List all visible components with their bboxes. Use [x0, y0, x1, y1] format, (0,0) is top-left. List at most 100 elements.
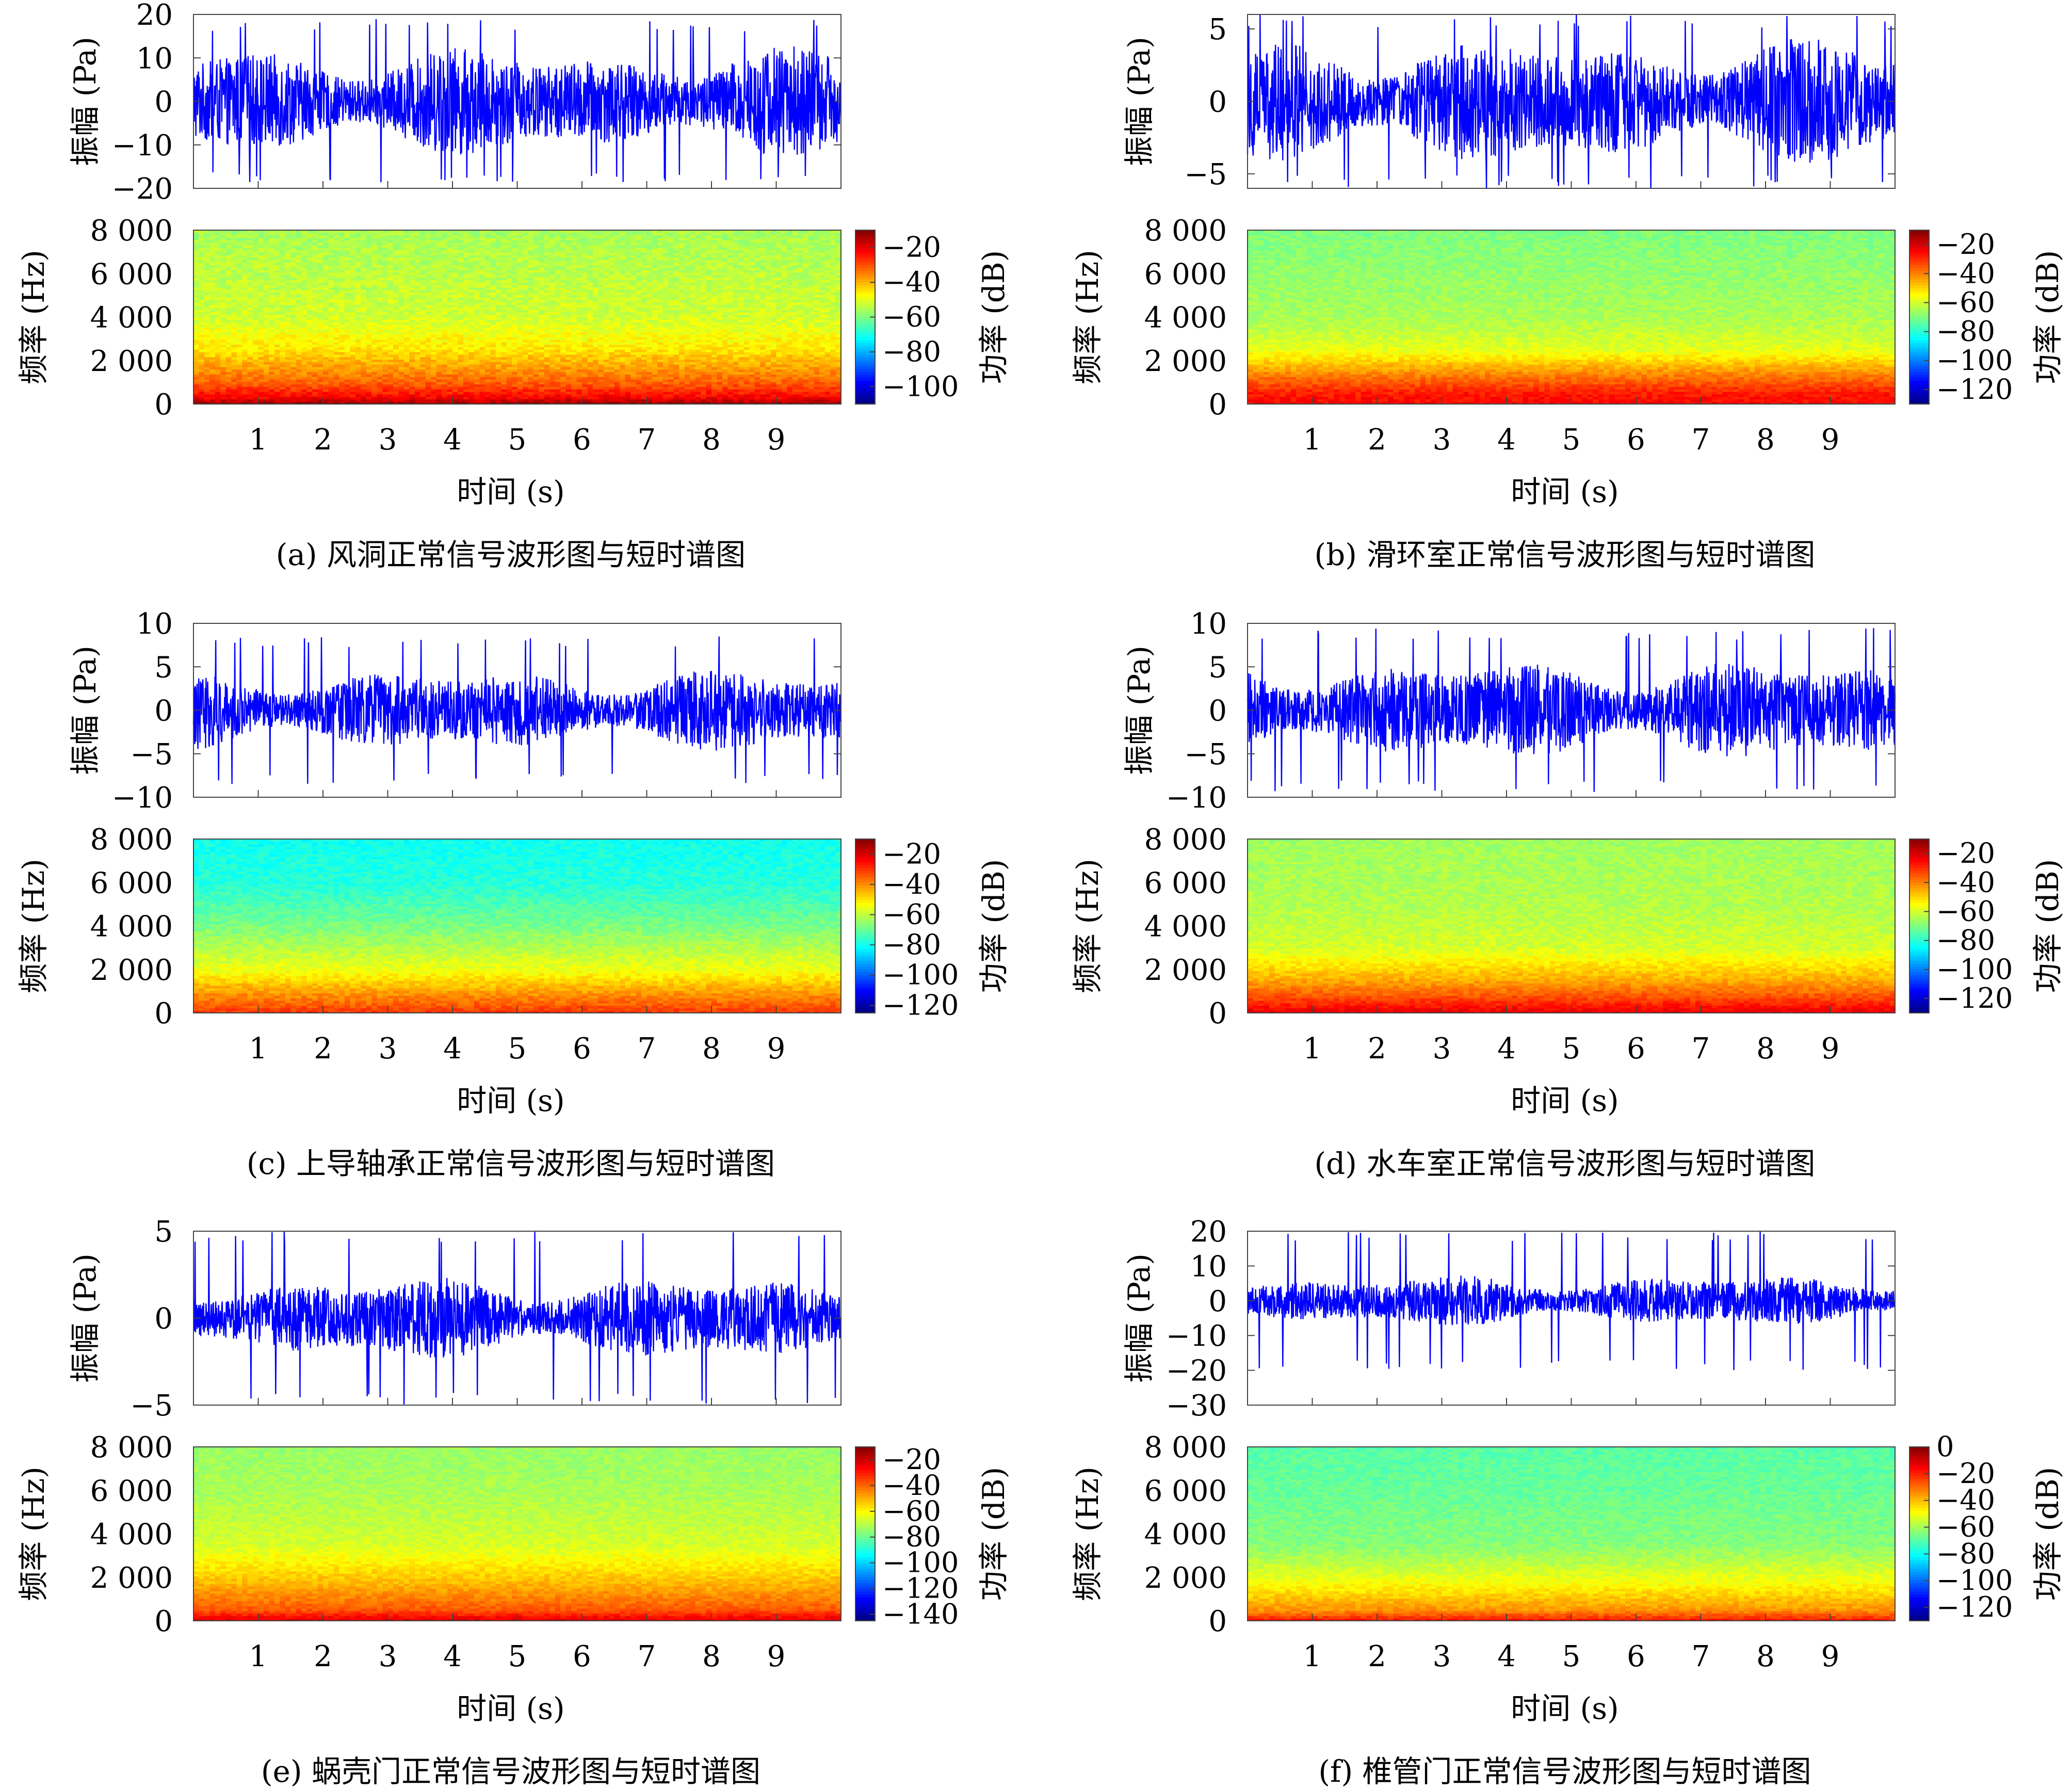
spectrogram-cell	[663, 399, 669, 401]
spectrogram-cell	[749, 334, 755, 337]
spectrogram-cell	[760, 379, 766, 382]
spectrogram-cell	[371, 315, 377, 317]
spectrogram-cell	[798, 315, 803, 317]
spectrogram-cell	[749, 332, 755, 334]
spectrogram-cell	[830, 384, 836, 386]
spectrogram-cell	[836, 319, 841, 322]
spectrogram-cell	[604, 344, 609, 347]
spectrogram-cell	[345, 354, 350, 357]
spectrogram-cell	[652, 399, 658, 401]
spectrogram-cell	[355, 342, 361, 345]
spectrogram-cell	[679, 344, 685, 347]
spectrogram-cell	[695, 330, 701, 332]
spectrogram-cell	[463, 319, 469, 322]
spectrogram-cell	[555, 322, 561, 325]
spectrogram-cell	[738, 386, 744, 389]
spectrogram-cell	[749, 386, 755, 389]
spectrogram-cell	[226, 319, 232, 322]
spectrogram-cell	[398, 394, 404, 397]
spectrogram-cell	[264, 317, 269, 320]
spectrogram-cell	[220, 327, 226, 330]
spectrogram-cell	[701, 357, 706, 360]
spectrogram-cell	[636, 315, 642, 317]
spectrogram-cell	[366, 357, 372, 360]
spectrogram-cell	[269, 334, 274, 337]
spectrogram-cell	[371, 342, 377, 345]
spectrogram-cell	[215, 374, 221, 377]
spectrogram-cell	[517, 389, 523, 392]
spectrogram-cell	[463, 359, 469, 362]
spectrogram-cell	[209, 357, 215, 360]
spectrogram-cell	[507, 327, 512, 330]
spectrogram-cell	[609, 327, 614, 330]
spectrogram-cell	[296, 352, 302, 354]
spectrogram-cell	[636, 354, 642, 357]
spectrogram-cell	[701, 386, 706, 389]
spectrogram-cell	[458, 319, 463, 322]
spectrogram-cell	[598, 340, 604, 342]
spectrogram-cell	[231, 330, 237, 332]
spectrogram-cell	[733, 342, 739, 345]
spectrogram-cell	[571, 377, 577, 379]
spectrogram-cell	[209, 372, 215, 374]
spectrogram-cell	[382, 364, 388, 367]
spectrogram-cell	[614, 397, 620, 399]
spectrogram-cell	[668, 330, 674, 332]
spectrogram-cell	[388, 347, 394, 349]
spectrogram-cell	[539, 367, 544, 369]
spectrogram-cell	[738, 342, 744, 345]
spectrogram-cell	[641, 359, 647, 362]
spectrogram-cell	[377, 325, 383, 327]
spectrogram-cell	[193, 337, 199, 340]
spectrogram-cell	[614, 362, 620, 364]
spectrogram-cell	[436, 379, 442, 382]
spectrogram-cell	[415, 362, 420, 364]
spectrogram-cell	[593, 399, 598, 401]
spectrogram-cell	[290, 382, 296, 384]
spectrogram-cell	[398, 382, 404, 384]
spectrogram-cell	[458, 344, 463, 347]
spectrogram-cell	[398, 334, 404, 337]
spectrogram-cell	[733, 379, 739, 382]
spectrogram-cell	[231, 369, 237, 372]
spectrogram-cell	[479, 354, 485, 357]
spectrogram-cell	[269, 327, 274, 330]
spectrogram-cell	[285, 330, 291, 332]
spectrogram-cell	[647, 364, 653, 367]
spectrogram-cell	[808, 399, 814, 401]
spectrogram-cell	[533, 386, 539, 389]
spectrogram-cell	[636, 367, 642, 369]
spectrogram-cell	[836, 359, 841, 362]
spectrogram-cell	[290, 325, 296, 327]
spectrogram-cell	[463, 394, 469, 397]
spectrogram-cell	[560, 332, 566, 334]
spectrogram-cell	[312, 384, 318, 386]
spectrogram-cell	[808, 330, 814, 332]
spectrogram-cell	[598, 332, 604, 334]
spectrogram-cell	[312, 332, 318, 334]
spectrogram-cell	[393, 384, 399, 386]
spectrogram-cell	[501, 317, 507, 320]
spectrogram-cell	[431, 397, 436, 399]
spectrogram-cell	[679, 315, 685, 317]
spectrogram-cell	[248, 359, 253, 362]
spectrogram-cell	[382, 337, 388, 340]
spectrogram-cell	[766, 392, 771, 394]
spectrogram-cell	[474, 364, 480, 367]
spectrogram-cell	[701, 347, 706, 349]
spectrogram-cell	[274, 389, 280, 392]
spectrogram-cell	[458, 394, 463, 397]
spectrogram-cell	[436, 344, 442, 347]
spectrogram-cell	[264, 349, 269, 352]
spectrogram-cell	[231, 342, 237, 345]
spectrogram-cell	[533, 392, 539, 394]
spectrogram-cell	[587, 364, 593, 367]
spectrogram-cell	[717, 386, 722, 389]
spectrogram-cell	[690, 325, 695, 327]
spectrogram-cell	[204, 352, 210, 354]
spectrogram-cell	[587, 332, 593, 334]
spectrogram-cell	[668, 392, 674, 394]
spectrogram-cell	[647, 379, 653, 382]
spectrogram-cell	[819, 319, 825, 322]
spectrogram-cell	[690, 315, 695, 317]
